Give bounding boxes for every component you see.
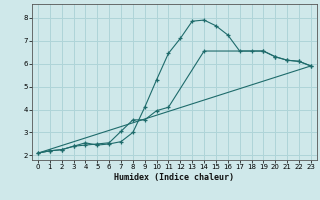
X-axis label: Humidex (Indice chaleur): Humidex (Indice chaleur) xyxy=(115,173,234,182)
